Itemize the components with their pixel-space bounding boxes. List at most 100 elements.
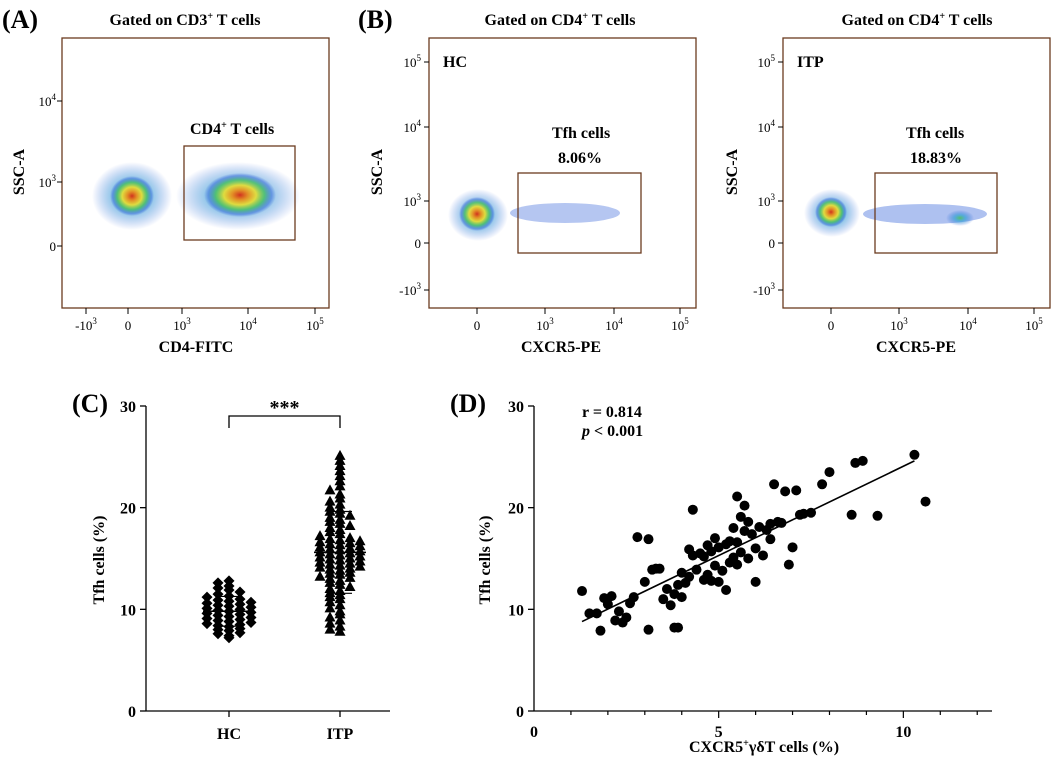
panel-a-gate (183, 145, 296, 241)
panel-d-point (613, 606, 624, 617)
panel-c-itp-point (324, 553, 336, 564)
panel-b-itp-gate (874, 172, 998, 254)
panel-c-itp-point (354, 540, 366, 551)
panel-a-xtick-label: 104 (239, 316, 257, 333)
panel-d-point (750, 576, 761, 587)
panel-b-ytick-label: 104 (404, 118, 422, 135)
panel-b-itp-gate-name: Tfh cells (906, 125, 964, 142)
panel-c-itp-point (334, 480, 346, 491)
panel-c-axes: 0 10 20 30 HC ITP (120, 399, 390, 743)
panel-c-hc-point (201, 597, 213, 609)
panel-c-itp-point (324, 596, 336, 607)
panel-b-itp-group: ITP (797, 54, 824, 71)
panel-a-ytick-label: 0 (50, 239, 57, 254)
panel-c-hc-point (201, 591, 213, 603)
panel-b-ytick-label: 104 (758, 118, 776, 135)
panel-b-itp-gate-value: 18.83% (910, 150, 962, 167)
panel-d-point (684, 571, 695, 582)
panel-b-hc-yticks: 105 104 103 0 -103 (399, 53, 429, 298)
panel-d-point (698, 551, 709, 562)
panel-d-point (676, 592, 687, 603)
panel-d-ytick-label: 0 (516, 704, 524, 721)
panel-a-xlabel: CD4-FITC (159, 339, 234, 356)
panel-b-itp-tail-core (946, 210, 974, 226)
panel-b-ytick-label: 0 (769, 236, 776, 251)
panel-c-itp-point (314, 530, 326, 541)
panel-d-point (743, 553, 754, 564)
panel-d-point (846, 509, 857, 520)
panel-c-itp-point (324, 484, 336, 495)
panel-c-ytick-label: 10 (120, 602, 136, 619)
panel-d-ytick-label: 10 (508, 602, 524, 619)
panel-c-itp-point (314, 551, 326, 562)
panel-c-itp-point (354, 560, 366, 571)
panel-b-hc-gate (517, 172, 642, 254)
panel-c-points (201, 449, 366, 644)
panel-b-ytick-label: 103 (404, 192, 422, 209)
panel-c-hc-point (245, 596, 257, 608)
panel-d-fit-line (581, 460, 915, 623)
panel-c-itp-point (354, 535, 366, 546)
panel-b-itp-cloud-core (815, 197, 847, 227)
panel-d-point (780, 486, 791, 497)
panel-c-itp-point (324, 602, 336, 613)
panel-a-ytick-label: 104 (39, 92, 57, 109)
panel-a-cloud-left (92, 162, 172, 230)
panel-d-point (606, 591, 617, 602)
panel-c-itp-point (324, 538, 336, 549)
panel-d-point (665, 600, 676, 611)
panel-b-xtick-label: 103 (890, 316, 908, 333)
panel-d-ylabel: Tfh cells (%) (477, 516, 494, 605)
panel-c-xtick-label: HC (217, 726, 241, 743)
panel-d-point (824, 467, 835, 478)
panel-a-gate-label: CD4+ T cells (190, 120, 274, 138)
panel-c-hc-point (223, 575, 235, 587)
panel-d-point (735, 511, 746, 522)
panel-c-significance: *** (270, 397, 300, 419)
panel-c-itp-point (344, 562, 356, 573)
panel-c-significance-bracket (228, 415, 341, 428)
panel-b-xtick-label: 104 (605, 316, 623, 333)
panel-d-point (595, 625, 606, 636)
panel-c-ylabel: Tfh cells (%) (91, 516, 108, 605)
panel-b-hc-ylabel: SSC-A (369, 148, 386, 195)
panel-b-itp-xticks: 0 103 104 105 (828, 308, 1043, 333)
panel-c-label: (C) (72, 389, 108, 418)
panel-d-point (706, 546, 717, 557)
panel-a-xtick-label: -103 (75, 316, 97, 333)
panel-c-itp-point (344, 580, 356, 591)
panel-d-point (661, 584, 672, 594)
panel-c-itp-point (314, 556, 326, 567)
panel-c-itp-point (324, 572, 336, 583)
panel-d-point (709, 560, 720, 571)
panel-c-ytick-label: 20 (120, 501, 136, 518)
panel-c-itp-point (344, 519, 356, 530)
panel-d-point (577, 586, 588, 597)
panel-c-itp-point (334, 459, 346, 470)
panel-c-itp-point (324, 495, 336, 506)
panel-d-point (602, 599, 613, 610)
panel-a-xtick-label: 105 (306, 316, 324, 333)
panel-d-point (735, 547, 746, 558)
panel-d-point (776, 517, 787, 528)
panel-c-ytick-label: 0 (128, 704, 136, 721)
panel-b-xtick-label: 0 (474, 318, 481, 333)
panel-d-point (743, 516, 754, 527)
panel-d-points (577, 449, 931, 636)
panel-d-point (721, 585, 732, 596)
panel-b-ytick-label: 105 (404, 53, 422, 70)
panel-d-point (706, 575, 717, 586)
panel-d-point (713, 576, 724, 587)
panel-b-hc-frame (428, 37, 697, 309)
panel-c-itp-point (344, 532, 356, 543)
panel-c-itp-point (334, 475, 346, 486)
panel-b-xtick-label: 103 (536, 316, 554, 333)
panel-d-point (758, 550, 768, 561)
panel-b-xtick-label: 0 (828, 318, 835, 333)
panel-a: (A) Gated on CD3+ T cells CD4+ T cells S… (2, 5, 330, 356)
panel-b-hc-plot: HC Tfh cells 8.06% SSC-A CXCR5-PE 105 104… (369, 37, 697, 356)
panel-a-xticks: -103 0 103 104 105 (75, 308, 324, 333)
panel-a-xtick-label: 103 (173, 316, 191, 333)
panel-b-hc-cloud-core (459, 197, 495, 231)
